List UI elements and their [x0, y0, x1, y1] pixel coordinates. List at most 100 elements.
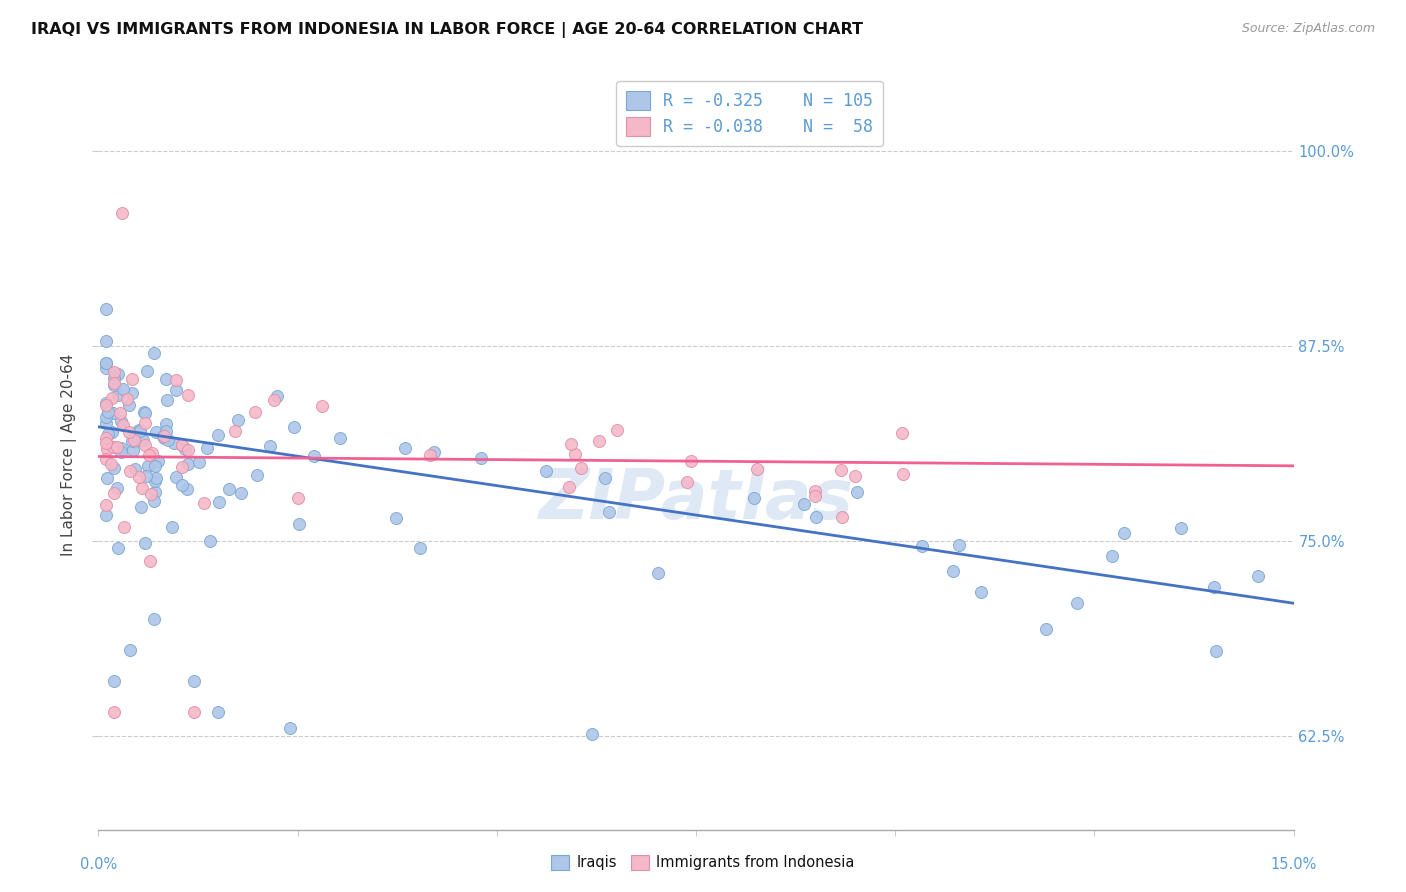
Point [145, 485, 167, 500]
Point [124, 435, 146, 450]
Point [942, 564, 965, 578]
Point [844, 469, 866, 483]
Point [1204, 580, 1226, 594]
Point [598, 505, 620, 519]
Point [120, 464, 142, 478]
Point [96, 360, 118, 375]
Point [1114, 526, 1136, 541]
Point [245, 405, 267, 419]
Point [165, 383, 187, 397]
Point [1247, 569, 1270, 583]
Point [96, 436, 118, 450]
Point [96, 410, 118, 425]
Point [121, 434, 143, 449]
Point [143, 345, 166, 359]
Point [111, 382, 134, 396]
Point [569, 461, 592, 475]
Point [207, 428, 229, 442]
Point [423, 444, 446, 458]
Point [136, 364, 159, 378]
Point [134, 438, 156, 452]
Point [176, 482, 198, 496]
Point [560, 437, 582, 451]
Point [152, 429, 174, 443]
Point [135, 468, 157, 483]
Point [177, 442, 200, 457]
Point [121, 386, 143, 401]
Point [96, 334, 118, 348]
Point [96, 356, 118, 370]
Point [470, 450, 492, 465]
Point [263, 393, 285, 408]
Point [97, 405, 120, 419]
Point [136, 458, 159, 473]
Point [581, 727, 603, 741]
Point [120, 643, 142, 657]
Point [534, 464, 557, 478]
Point [288, 516, 311, 531]
Point [138, 448, 160, 462]
Point [419, 448, 441, 462]
Point [266, 389, 288, 403]
Point [96, 471, 118, 485]
Point [143, 494, 166, 508]
Point [804, 489, 827, 503]
Point [121, 371, 143, 385]
Point [170, 460, 193, 475]
Point [96, 396, 118, 410]
Point [1205, 644, 1227, 658]
Point [170, 477, 193, 491]
Point [118, 425, 141, 440]
Point [107, 367, 129, 381]
Point [107, 541, 129, 555]
Point [174, 442, 197, 457]
Point [165, 373, 187, 387]
Point [103, 674, 125, 689]
Point [246, 467, 269, 482]
Point [134, 535, 156, 549]
Point [96, 416, 118, 430]
Point [108, 406, 131, 420]
Point [143, 612, 166, 626]
Point [891, 467, 914, 481]
Point [100, 425, 122, 439]
Point [278, 721, 301, 735]
Legend: R = -0.325    N = 105, R = -0.038    N =  58: R = -0.325 N = 105, R = -0.038 N = 58 [616, 81, 883, 146]
Text: 0.0%: 0.0% [80, 857, 117, 872]
Point [183, 674, 205, 689]
Point [96, 356, 118, 370]
Point [105, 441, 128, 455]
Point [110, 445, 132, 459]
Point [165, 470, 187, 484]
Point [311, 399, 333, 413]
Point [117, 392, 139, 407]
Point [806, 510, 828, 524]
Point [744, 491, 766, 506]
Point [107, 388, 129, 402]
Point [891, 425, 914, 440]
Point [747, 462, 769, 476]
Point [155, 372, 177, 386]
Point [110, 441, 132, 455]
Point [228, 413, 250, 427]
Point [145, 425, 167, 439]
Point [170, 438, 193, 452]
Point [948, 538, 970, 552]
Point [156, 433, 179, 447]
Point [172, 438, 194, 452]
Text: ZIPatlas: ZIPatlas [538, 467, 853, 533]
Point [177, 457, 200, 471]
Legend: Iraqis, Immigrants from Indonesia: Iraqis, Immigrants from Indonesia [546, 848, 860, 876]
Point [96, 442, 118, 457]
Point [96, 301, 118, 316]
Point [155, 424, 177, 438]
Point [122, 434, 145, 448]
Point [409, 541, 432, 555]
Point [128, 423, 150, 437]
Point [329, 431, 352, 445]
Point [134, 416, 156, 430]
Point [96, 431, 118, 445]
Point [129, 500, 152, 514]
Point [103, 365, 125, 379]
Point [139, 554, 162, 568]
